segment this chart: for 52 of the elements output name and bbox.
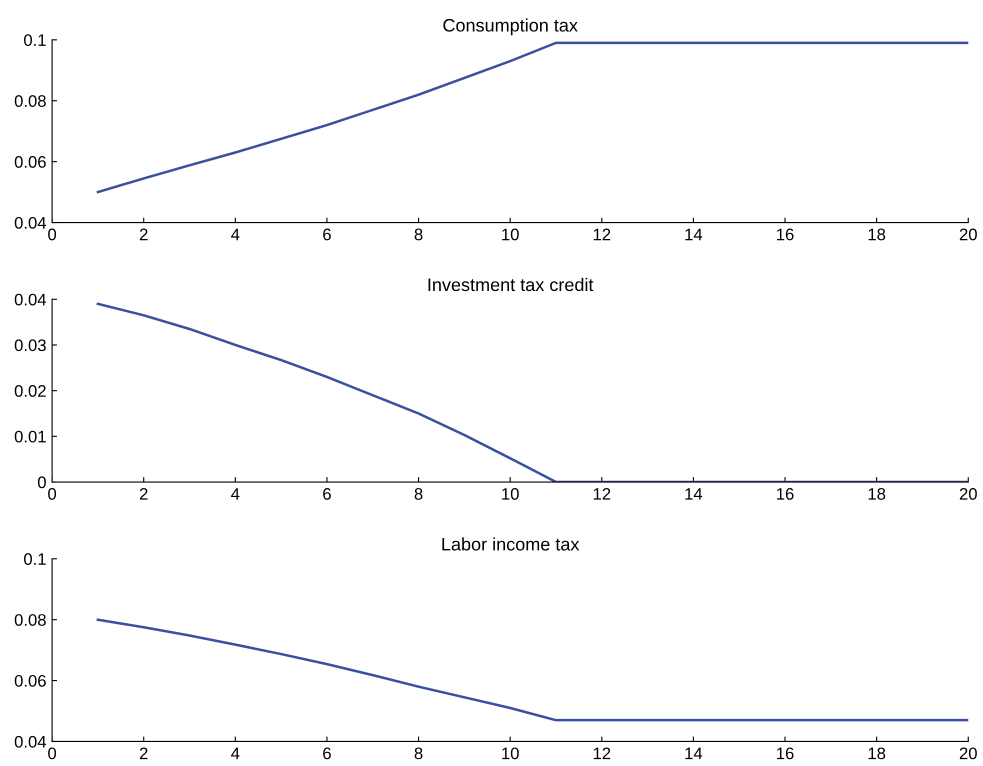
x-tick-label: 8 <box>414 228 422 240</box>
x-tick-label: 16 <box>777 488 794 500</box>
chart-title: Investment tax credit <box>428 278 594 292</box>
x-tick-label: 12 <box>594 228 610 240</box>
x-tick-label: 18 <box>868 747 886 760</box>
x-tick-label: 18 <box>868 228 886 240</box>
x-tick-label: 20 <box>960 488 977 500</box>
x-tick-label: 10 <box>502 747 519 760</box>
x-tick-label: 14 <box>685 748 702 760</box>
x-tick-label: 12 <box>594 747 610 760</box>
x-tick-label: 8 <box>414 488 422 500</box>
y-tick-label: 0.03 <box>14 339 46 352</box>
y-tick-label: 0.01 <box>14 430 46 443</box>
x-tick-label: 20 <box>960 747 977 760</box>
x-tick-label: 0 <box>48 747 56 760</box>
x-tick-label: 10 <box>502 228 519 240</box>
x-tick-label: 6 <box>323 488 331 500</box>
x-tick-label: 14 <box>685 488 702 500</box>
x-tick-label: 2 <box>140 747 148 760</box>
y-tick-label: 0.04 <box>14 294 46 306</box>
x-tick-label: 2 <box>140 228 148 240</box>
x-tick-label: 0 <box>48 228 56 240</box>
x-tick-label: 4 <box>231 228 240 240</box>
x-tick-label: 14 <box>685 228 702 240</box>
y-tick-label: 0.08 <box>14 614 46 626</box>
chart-title: Consumption tax <box>443 18 578 36</box>
x-tick-label: 16 <box>777 747 794 760</box>
x-tick-label: 16 <box>777 228 794 240</box>
x-tick-label: 6 <box>323 228 331 240</box>
line-series <box>96 42 968 194</box>
x-tick-label: 2 <box>140 488 148 500</box>
y-tick-label: 0.1 <box>24 553 46 565</box>
y-tick-label: 0.02 <box>14 385 46 397</box>
x-tick-label: 0 <box>48 488 56 500</box>
y-tick-label: 0.06 <box>14 674 46 687</box>
x-tick-label: 4 <box>231 488 240 500</box>
y-tick-label: 0.04 <box>14 216 46 229</box>
x-tick-label: 10 <box>502 488 519 500</box>
x-tick-label: 8 <box>414 747 422 760</box>
chart-title: Labor income tax <box>442 537 580 551</box>
y-tick-label: 0.1 <box>24 34 46 46</box>
y-tick-label: 0.08 <box>14 95 46 107</box>
x-tick-label: 18 <box>868 488 886 500</box>
x-tick-label: 6 <box>323 747 331 760</box>
y-tick-label: 0.04 <box>14 736 46 748</box>
line-series <box>96 618 968 722</box>
x-tick-label: 4 <box>231 748 240 760</box>
y-tick-label: 0 <box>38 476 46 488</box>
line-series <box>96 302 968 482</box>
x-tick-label: 12 <box>594 488 610 500</box>
y-tick-label: 0.06 <box>14 156 46 168</box>
x-tick-label: 20 <box>960 228 977 240</box>
